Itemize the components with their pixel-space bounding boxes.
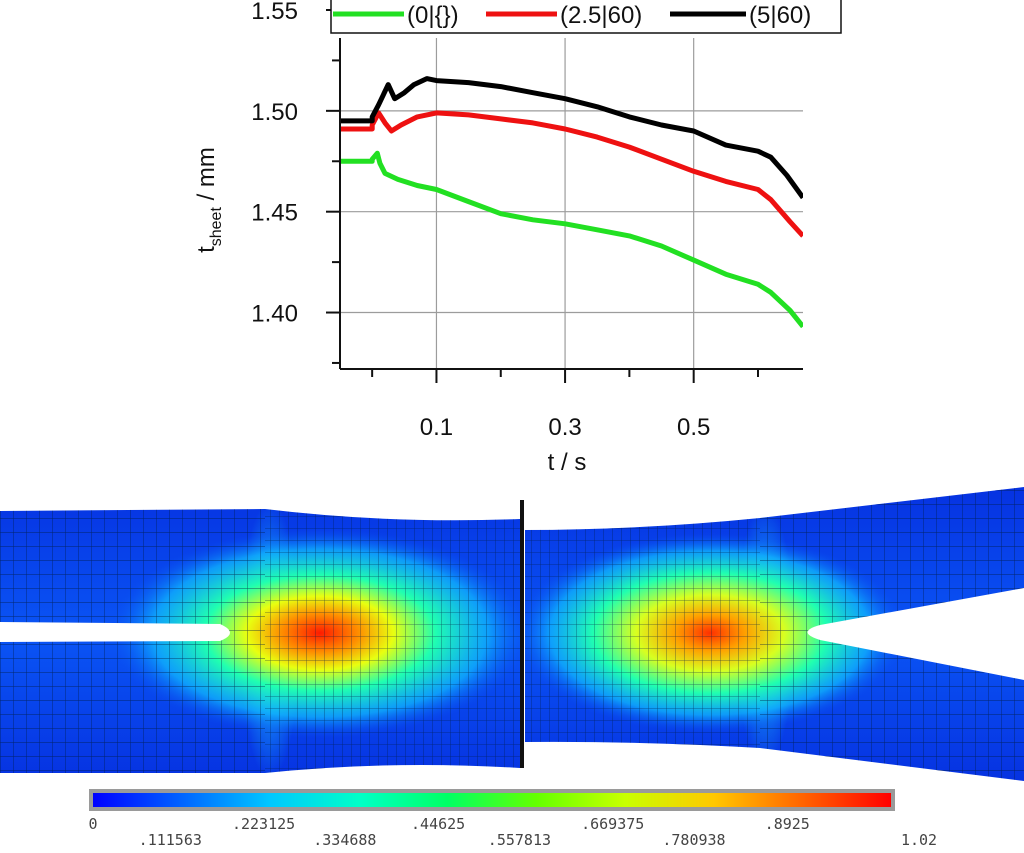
line-chart: 1.40 1.45 1.50 1.55 0.1 0.3 0.5 t / s tsheet … <box>193 0 842 476</box>
series-line-2 <box>340 76 803 200</box>
colorbar-label-upper: .8925 <box>765 815 810 833</box>
y-tick-label: 1.40 <box>251 301 298 328</box>
series-lines <box>340 76 803 329</box>
series-line-1 <box>340 110 803 238</box>
x-tick-label: 0.5 <box>677 414 710 441</box>
legend: (0|{}) (2.5|60) (5|60) <box>330 0 842 34</box>
legend-label-2: (5|60) <box>749 2 811 29</box>
legend-box <box>330 0 842 34</box>
legend-label-1: (2.5|60) <box>560 2 642 29</box>
crack-gap-right <box>807 588 1024 680</box>
colorbar-label-lower: .334688 <box>313 831 376 849</box>
x-ticks: 0.1 0.3 0.5 <box>371 369 759 441</box>
colorbar-label-lower: .111563 <box>139 831 202 849</box>
colorbar-label-upper: .223125 <box>232 815 295 833</box>
colorbar-label-lower: .557813 <box>488 831 551 849</box>
colorbar-label-upper: 0 <box>88 815 97 833</box>
y-tick-label: 1.55 <box>251 0 298 25</box>
colorbar-label-upper: .44625 <box>411 815 465 833</box>
x-tick-label: 0.1 <box>420 414 453 441</box>
colorbar-label-lower: .780938 <box>662 831 725 849</box>
colorbar-labels: 0 .223125 .44625 .669375 .8925 .111563 .334688… <box>88 815 937 849</box>
y-tick-label: 1.45 <box>251 200 298 227</box>
series-line-0 <box>340 150 803 329</box>
colorbar: 0 .223125 .44625 .669375 .8925 .111563 .334688… <box>88 789 937 849</box>
legend-label-0: (0|{}) <box>407 2 459 29</box>
crack-gap-left <box>0 622 230 642</box>
y-ticks: 1.40 1.45 1.50 1.55 <box>251 0 340 364</box>
grid <box>340 38 803 369</box>
y-tick-label: 1.50 <box>251 99 298 126</box>
colorbar-label-lower: 1.02 <box>901 831 937 849</box>
colorbar-gradient <box>93 793 891 807</box>
y-axis-label: tsheet / mm <box>193 147 225 253</box>
x-axis-label: t / s <box>548 449 587 476</box>
colorbar-label-upper: .669375 <box>581 815 644 833</box>
x-tick-label: 0.3 <box>548 414 581 441</box>
mesh-grid-fine <box>265 487 760 781</box>
